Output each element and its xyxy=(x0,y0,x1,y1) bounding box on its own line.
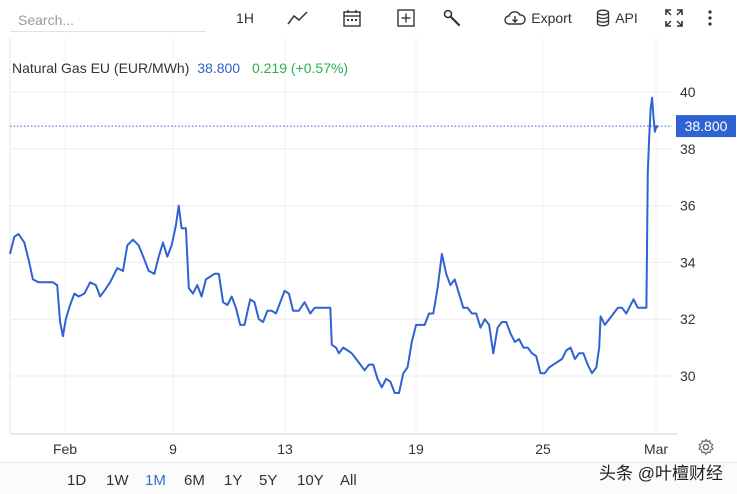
more-options-button[interactable] xyxy=(702,6,718,30)
y-tick-label: 30 xyxy=(680,368,696,384)
x-tick-label: 13 xyxy=(277,441,293,457)
calendar-icon xyxy=(342,8,362,28)
y-tick-label: 34 xyxy=(680,254,696,270)
range-all-button[interactable]: All xyxy=(340,472,357,489)
x-tick-label: Mar xyxy=(644,441,668,457)
y-tick-label: 32 xyxy=(680,311,696,327)
line-chart-icon xyxy=(287,10,309,26)
cloud-download-icon xyxy=(504,10,526,26)
export-button[interactable]: Export xyxy=(502,6,574,30)
y-tick-label: 40 xyxy=(680,84,696,100)
api-button[interactable]: API xyxy=(594,6,640,30)
fullscreen-button[interactable] xyxy=(663,6,685,30)
price-line xyxy=(9,96,659,394)
api-label: API xyxy=(615,10,638,26)
range-5y-button[interactable]: 5Y xyxy=(259,472,278,489)
plus-square-icon xyxy=(397,9,415,27)
chart-type-button[interactable] xyxy=(286,6,310,30)
more-vertical-icon xyxy=(707,9,713,27)
x-tick-label: 25 xyxy=(535,441,551,457)
chart-settings-button[interactable] xyxy=(697,438,715,456)
x-tick-label: 9 xyxy=(169,441,177,457)
range-selector: 1D 1W 1M 6M 1Y 5Y 10Y All xyxy=(0,462,737,494)
x-tick-label: Feb xyxy=(53,441,77,457)
chart-legend: Natural Gas EU (EUR/MWh) 38.800 0.219 (+… xyxy=(12,60,348,76)
x-tick-label: 19 xyxy=(408,441,424,457)
legend-symbol: Natural Gas EU (EUR/MWh) xyxy=(12,60,190,76)
search-input[interactable] xyxy=(10,8,206,32)
range-1w-button[interactable]: 1W xyxy=(106,472,129,489)
legend-change: 0.219 (+0.57%) xyxy=(251,60,349,76)
wrench-icon xyxy=(442,8,462,28)
range-6m-button[interactable]: 6M xyxy=(184,472,205,489)
range-1d-button[interactable]: 1D xyxy=(67,472,87,489)
database-icon xyxy=(596,9,610,27)
interval-label: 1H xyxy=(236,10,254,26)
price-chart[interactable]: 30 32 34 36 38 40 Feb 9 13 19 25 Mar 38.800 xyxy=(0,38,737,460)
calendar-button[interactable] xyxy=(341,6,363,30)
drawing-tools-button[interactable] xyxy=(441,6,463,30)
range-1m-button[interactable]: 1M xyxy=(145,472,166,489)
legend-price: 38.800 xyxy=(197,60,241,76)
y-tick-label: 38 xyxy=(680,141,696,157)
watermark: 头条 @叶檀财经 xyxy=(599,464,723,483)
interval-button[interactable]: 1H xyxy=(232,6,258,30)
add-indicator-button[interactable] xyxy=(395,6,417,30)
export-label: Export xyxy=(531,10,572,26)
toolbar: 1H Export API xyxy=(0,0,737,36)
gear-icon xyxy=(697,438,715,460)
last-price-label: 38.800 xyxy=(685,118,728,134)
range-10y-button[interactable]: 10Y xyxy=(297,472,324,489)
y-tick-label: 36 xyxy=(680,198,696,214)
fullscreen-icon xyxy=(665,9,683,27)
last-price-tag xyxy=(676,115,736,138)
range-1y-button[interactable]: 1Y xyxy=(224,472,243,489)
